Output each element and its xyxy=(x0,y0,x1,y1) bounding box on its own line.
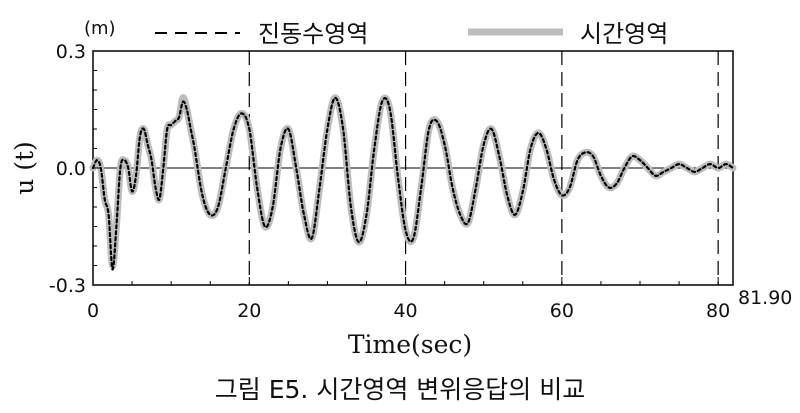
figure-caption: 그림 E5. 시간영역 변위응답의 비교 xyxy=(214,375,586,404)
x-end-label: 81.90 xyxy=(738,287,792,309)
series-line-frequency-domain xyxy=(91,96,735,271)
y-axis-label: u (t) xyxy=(10,141,39,195)
series-layer xyxy=(89,94,737,271)
x-tick-label: 20 xyxy=(237,300,261,322)
reference-lines xyxy=(93,51,733,285)
x-axis-label: Time(sec) xyxy=(348,330,472,359)
y-tick-label: -0.3 xyxy=(49,275,86,297)
legend-freq-domain-label: 진동수영역 xyxy=(258,20,368,48)
x-tick-label: 60 xyxy=(550,300,574,322)
legend-time-domain-label: 시간영역 xyxy=(580,20,668,48)
y-tick-label: 0.3 xyxy=(56,41,86,63)
y-tick-label: 0.0 xyxy=(56,158,86,180)
x-tick-label: 40 xyxy=(393,300,417,322)
x-tick-label: 80 xyxy=(706,300,730,322)
x-tick-label: 0 xyxy=(87,300,99,322)
unit-label: (m) xyxy=(84,18,116,39)
axis-ticks: 0 20 40 60 80 -0.3 0.0 0.3 xyxy=(49,41,730,322)
legend: 진동수영역 시간영역 xyxy=(155,20,668,48)
